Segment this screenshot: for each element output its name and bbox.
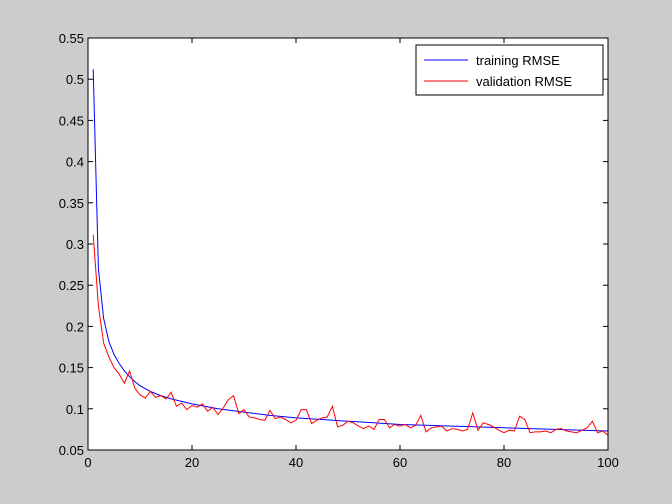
y-tick-label: 0.45: [59, 113, 84, 128]
y-tick-label: 0.1: [66, 402, 84, 417]
tick-layer: 0 20 40 60 80 100 0.05 0.1 0.15 0.2 0.25 0.3 0.35 0.4…: [59, 31, 619, 470]
y-tick-label: 0.4: [66, 155, 84, 170]
x-tick-label: 20: [185, 455, 199, 470]
y-tick-label: 0.35: [59, 196, 84, 211]
series-line-1: [92, 234, 609, 436]
x-tick-label: 0: [84, 455, 91, 470]
y-tick-label: 0.55: [59, 31, 84, 46]
legend-box: [415, 44, 604, 96]
x-tick-label: 80: [497, 455, 511, 470]
y-tick-label: 0.5: [66, 72, 84, 87]
plot-area: [88, 38, 608, 450]
legend: training RMSE validation RMSE: [415, 44, 604, 96]
x-tick-label: 100: [597, 455, 619, 470]
series-layer: [92, 69, 609, 436]
y-tick-label: 0.15: [59, 361, 84, 376]
y-tick-label: 0.25: [59, 278, 84, 293]
y-tick-label: 0.05: [59, 443, 84, 458]
y-tick-label: 0.2: [66, 319, 84, 334]
series-line-0: [92, 69, 609, 432]
legend-label-0: training RMSE: [476, 53, 560, 68]
legend-label-1: validation RMSE: [476, 74, 572, 89]
x-tick-label: 60: [393, 455, 407, 470]
x-tick-label: 40: [289, 455, 303, 470]
y-tick-label: 0.3: [66, 237, 84, 252]
